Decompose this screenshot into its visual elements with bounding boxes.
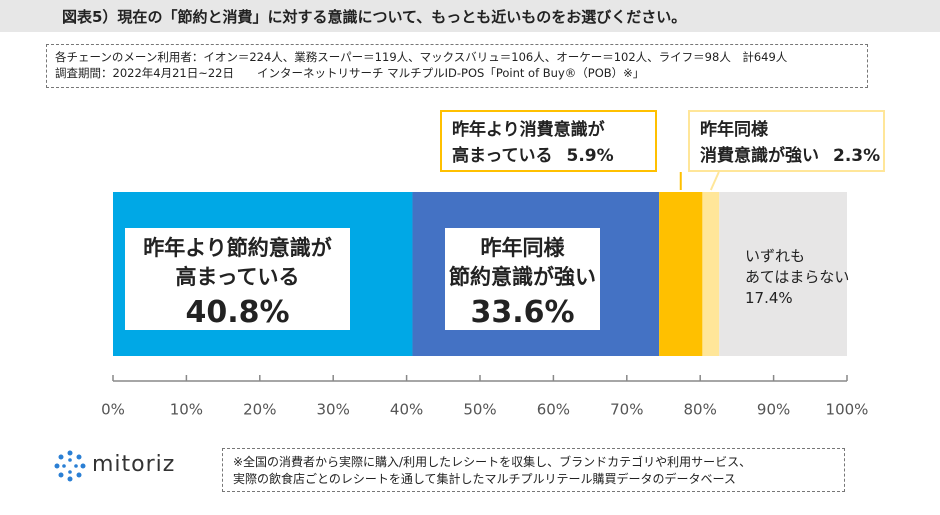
callout-pointer <box>709 171 720 191</box>
logo: mitoriz <box>92 452 176 477</box>
segment-label: 昨年同様 節約意識が強い 33.6% <box>445 228 600 330</box>
value-label: 2.3% <box>833 146 881 166</box>
x-tick-label: 90% <box>757 401 790 419</box>
value-label: 5.9% <box>566 146 614 166</box>
x-tick-label: 10% <box>170 401 203 419</box>
note-line: 実際の飲食店ごとのレシートを通して集計したマルチプルリテール購買データのデータベ… <box>233 472 736 486</box>
footnote: ※全国の消費者から実際に購入/利用したレシートを収集し、ブランドカテゴリや利用サ… <box>222 448 845 492</box>
category-label: 昨年より消費意識が 高まっている <box>452 120 605 166</box>
survey-info: 各チェーンのメーン利用者：イオン＝224人、業務スーパー＝119人、マックスバリ… <box>46 44 868 88</box>
bar-segment <box>702 192 720 356</box>
segment-label: 昨年より消費意識が 高まっている 5.9% <box>440 110 657 172</box>
segment-label: 昨年より節約意識が 高まっている 40.8% <box>125 228 350 330</box>
segment-label: 昨年同様 消費意識が強い 2.3% <box>688 110 885 172</box>
value-label: 33.6% <box>470 295 575 330</box>
value-label: 40.8% <box>185 295 290 330</box>
category-label: 昨年より節約意識が 高まっている <box>143 236 332 289</box>
bar-segment <box>719 192 847 356</box>
x-tick-label: 60% <box>537 401 570 419</box>
title: 図表5）現在の「節約と消費」に対する意識について、もっとも近いものをお選びくださ… <box>62 8 687 26</box>
category-label: 昨年同様 節約意識が強い <box>449 236 596 289</box>
x-tick-label: 70% <box>610 401 643 419</box>
value-label: 17.4% <box>745 289 793 307</box>
logo-icon <box>54 450 86 482</box>
x-tick-label: 80% <box>684 401 717 419</box>
note-line: ※全国の消費者から実際に購入/利用したレシートを収集し、ブランドカテゴリや利用サ… <box>233 455 752 469</box>
x-tick-label: 40% <box>390 401 423 419</box>
title-bar <box>0 0 940 32</box>
x-tick-label: 100% <box>826 401 869 419</box>
x-tick-label: 30% <box>317 401 350 419</box>
bar-segment <box>659 192 703 356</box>
x-tick-label: 20% <box>243 401 276 419</box>
x-tick-label: 0% <box>101 401 125 419</box>
x-tick-label: 50% <box>463 401 496 419</box>
category-label: いずれも あてはまらない <box>745 247 850 286</box>
info-line: 調査期間：2022年4月21日~22日 インターネットリサーチ マルチプルID-… <box>55 66 645 80</box>
segment-label: いずれも あてはまらない 17.4% <box>745 246 875 316</box>
info-line: 各チェーンのメーン利用者：イオン＝224人、業務スーパー＝119人、マックスバリ… <box>55 50 788 64</box>
category-label: 昨年同様 消費意識が強い <box>700 120 819 166</box>
